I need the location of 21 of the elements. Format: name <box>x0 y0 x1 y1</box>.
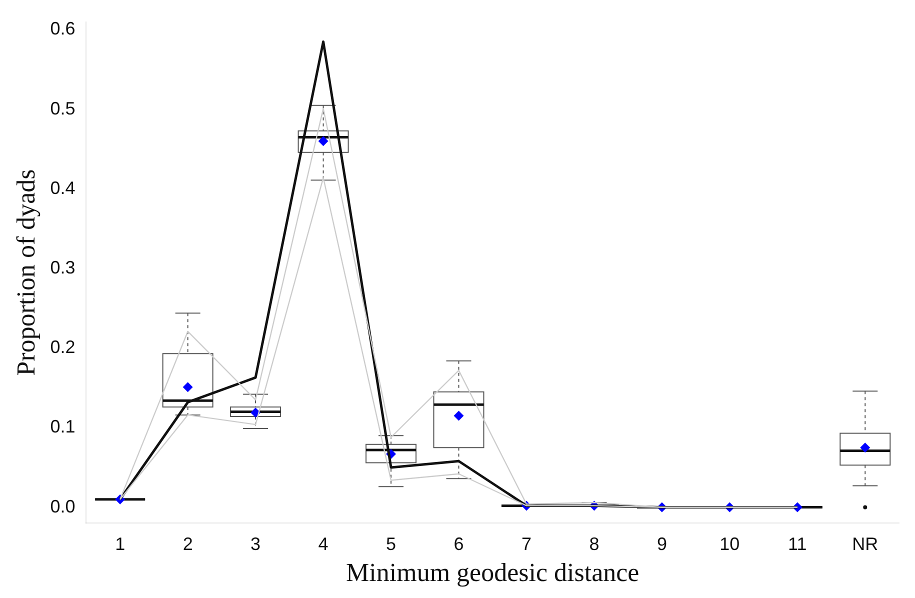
y-tick-label: 0.4 <box>50 178 76 198</box>
x-tick-label: 2 <box>182 534 193 554</box>
y-axis-title: Proportion of dyads <box>11 169 40 376</box>
x-tick-label: 3 <box>250 534 261 554</box>
x-axis-title: Minimum geodesic distance <box>346 558 640 588</box>
x-tick-label: 9 <box>656 534 667 554</box>
x-tick-label: 7 <box>521 534 532 554</box>
x-tick-label: NR <box>852 534 878 554</box>
x-tick-label: 1 <box>115 534 126 554</box>
x-tick-label: 4 <box>318 534 328 554</box>
y-tick-label: 0.2 <box>50 337 76 358</box>
x-tick-label: 11 <box>788 534 807 554</box>
x-tick-label: 6 <box>454 534 464 554</box>
x-tick-label: 8 <box>589 534 600 554</box>
x-tick-label: 10 <box>720 534 740 554</box>
x-tick-label: 5 <box>386 534 396 554</box>
y-tick-label: 0.6 <box>50 18 76 39</box>
y-tick-label: 0.0 <box>50 496 76 516</box>
y-tick-label: 0.3 <box>50 257 76 278</box>
y-tick-label: 0.1 <box>50 416 76 437</box>
y-tick-label: 0.5 <box>50 98 76 118</box>
